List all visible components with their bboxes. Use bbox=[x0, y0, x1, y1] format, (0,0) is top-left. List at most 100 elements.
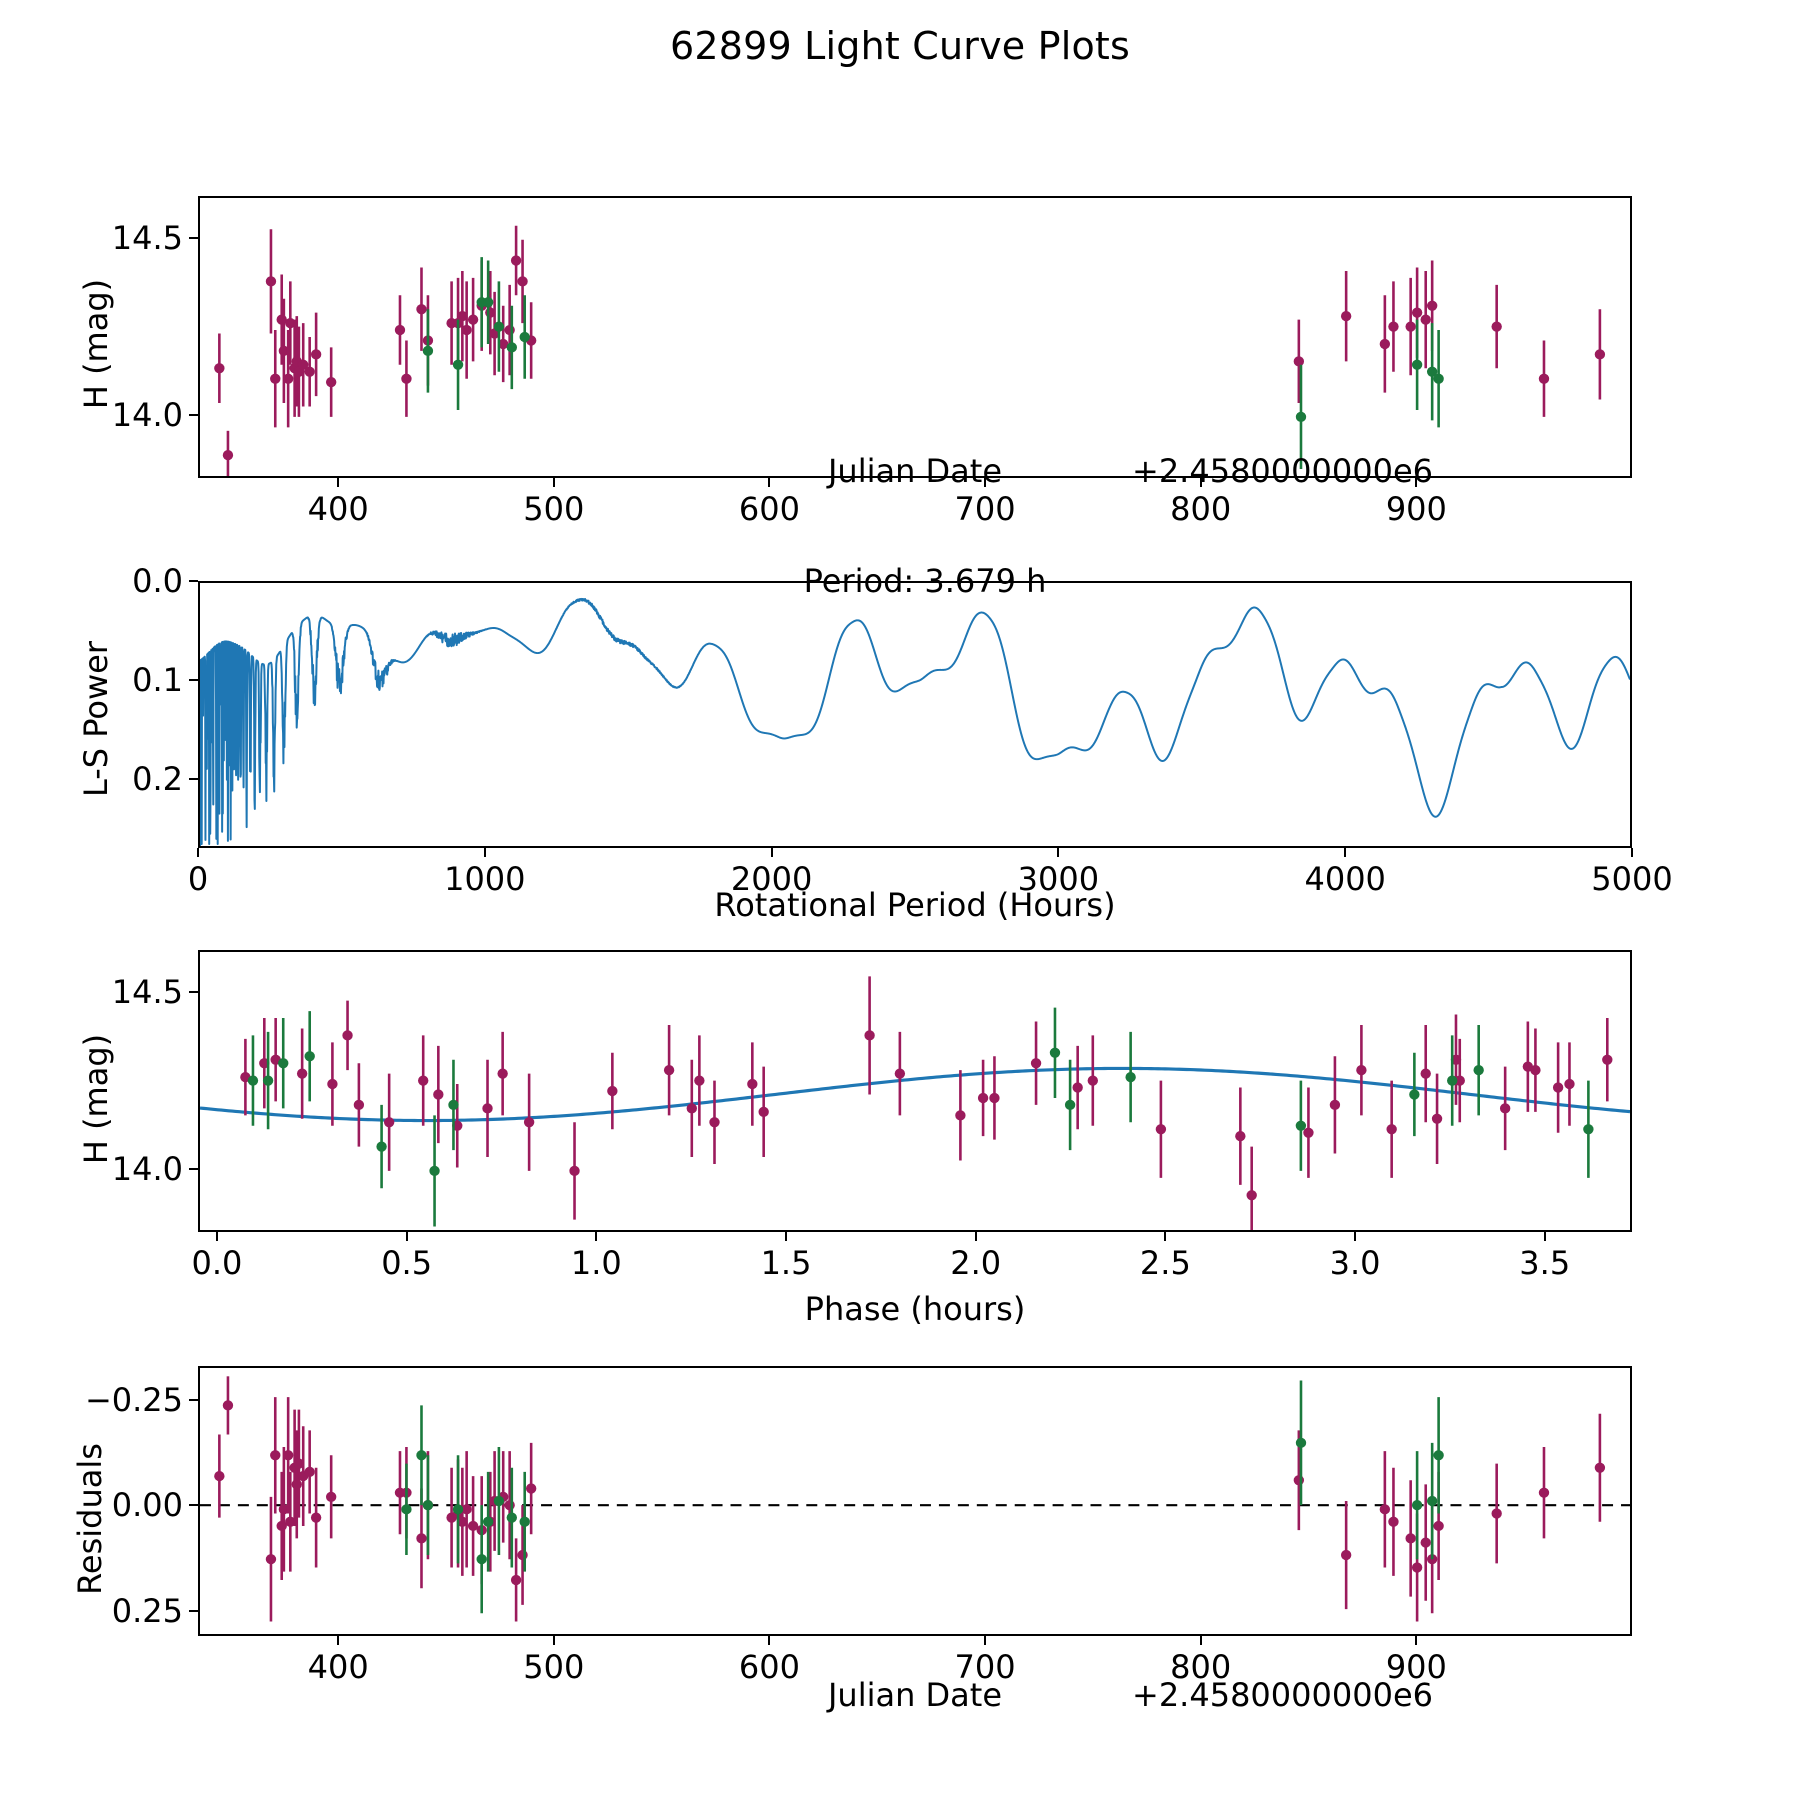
data-point bbox=[497, 1068, 508, 1079]
y-tick-mark bbox=[189, 678, 198, 681]
data-point bbox=[1433, 1520, 1444, 1532]
data-point bbox=[304, 366, 315, 377]
data-point bbox=[686, 1103, 697, 1114]
x-tick-label: 400 bbox=[307, 1648, 369, 1686]
y-tick-mark bbox=[189, 1609, 198, 1612]
x-tick-mark bbox=[1199, 1636, 1202, 1645]
data-point bbox=[214, 1470, 225, 1482]
data-point bbox=[1583, 1124, 1594, 1135]
x-tick-label: 2000 bbox=[730, 860, 813, 898]
x-tick-label: 0.0 bbox=[191, 1244, 243, 1282]
residuals-axes bbox=[198, 1366, 1632, 1636]
data-point bbox=[1411, 307, 1423, 318]
data-point bbox=[270, 373, 281, 384]
data-point bbox=[1530, 1065, 1541, 1076]
x-tick-mark bbox=[1354, 1232, 1357, 1241]
data-point bbox=[989, 1092, 1000, 1104]
data-point bbox=[376, 1141, 387, 1152]
x-tick-mark bbox=[1543, 1232, 1546, 1241]
phase-folded-plot-area bbox=[200, 976, 1630, 1230]
data-point bbox=[894, 1068, 906, 1079]
data-point bbox=[510, 1574, 522, 1586]
data-point bbox=[1030, 1058, 1042, 1069]
y-tick-mark bbox=[189, 1504, 198, 1507]
x-tick-mark bbox=[1631, 848, 1633, 857]
data-point bbox=[1426, 1495, 1438, 1507]
x-tick-mark bbox=[974, 1232, 977, 1241]
data-point bbox=[525, 1483, 537, 1494]
data-point bbox=[383, 1117, 395, 1128]
data-point bbox=[476, 1554, 487, 1565]
data-point bbox=[1411, 359, 1423, 370]
y-tick-label: 14.0 bbox=[111, 395, 183, 434]
residuals-xlabel: Julian Date bbox=[827, 1676, 1003, 1714]
data-point bbox=[1087, 1075, 1098, 1086]
x-tick-label: 3000 bbox=[1017, 860, 1100, 898]
data-point bbox=[1379, 1504, 1391, 1515]
data-point bbox=[1246, 1190, 1257, 1201]
x-tick-mark bbox=[215, 1232, 218, 1241]
x-tick-mark bbox=[483, 848, 486, 857]
data-point bbox=[429, 1165, 440, 1177]
y-tick-mark bbox=[189, 580, 198, 582]
data-point bbox=[285, 1516, 296, 1527]
x-tick-label: 600 bbox=[738, 490, 800, 528]
y-tick-label: −0.25 bbox=[84, 1380, 183, 1419]
x-tick-mark bbox=[1344, 848, 1347, 857]
data-point bbox=[1602, 1054, 1613, 1065]
data-point bbox=[519, 331, 530, 343]
data-point bbox=[401, 373, 412, 384]
data-point bbox=[1405, 321, 1416, 332]
data-point bbox=[214, 363, 225, 374]
x-tick-label: 3.0 bbox=[1329, 1244, 1381, 1282]
x-tick-label: 1.5 bbox=[760, 1244, 812, 1282]
y-tick-label: 0.0 bbox=[132, 562, 183, 600]
periodogram-ylabel: L-S Power bbox=[77, 640, 115, 798]
data-point bbox=[1386, 1124, 1397, 1135]
data-point bbox=[1356, 1065, 1367, 1076]
data-point bbox=[1426, 300, 1438, 311]
x-tick-label: 5000 bbox=[1591, 860, 1673, 898]
series-series_a bbox=[240, 976, 1613, 1230]
x-tick-mark bbox=[785, 1232, 788, 1241]
data-point bbox=[517, 1549, 528, 1561]
x-tick-mark bbox=[768, 1636, 771, 1645]
periodogram-plot-area bbox=[200, 597, 1630, 846]
data-point bbox=[452, 359, 464, 370]
data-point bbox=[327, 1078, 338, 1090]
x-tick-mark bbox=[770, 848, 773, 857]
y-tick-mark bbox=[189, 1398, 198, 1401]
x-tick-label: 2.5 bbox=[1139, 1244, 1191, 1282]
data-point bbox=[694, 1075, 705, 1086]
periodogram-xlabel: Rotational Period (Hours) bbox=[714, 886, 1116, 924]
data-point bbox=[1340, 1549, 1352, 1561]
x-tick-label: 700 bbox=[954, 490, 1016, 528]
periodogram-trace bbox=[200, 597, 1630, 846]
data-point bbox=[310, 1512, 322, 1523]
series-series_b bbox=[401, 1380, 1444, 1614]
x-tick-label: 500 bbox=[523, 490, 585, 528]
y-tick-mark bbox=[189, 991, 198, 994]
data-point bbox=[1295, 1437, 1307, 1448]
x-tick-label: 500 bbox=[523, 1648, 585, 1686]
data-point bbox=[1473, 1065, 1484, 1076]
data-point bbox=[523, 1117, 535, 1128]
y-tick-mark bbox=[189, 1167, 198, 1170]
data-point bbox=[1329, 1099, 1341, 1111]
data-point bbox=[304, 1051, 315, 1062]
x-tick-mark bbox=[337, 478, 340, 487]
data-point bbox=[418, 1075, 429, 1086]
x-tick-label: 900 bbox=[1385, 490, 1447, 528]
x-tick-mark bbox=[768, 478, 771, 487]
data-point bbox=[452, 1504, 464, 1515]
data-point bbox=[498, 338, 509, 350]
data-point bbox=[1431, 1113, 1443, 1124]
x-tick-mark bbox=[1415, 1636, 1418, 1645]
data-point bbox=[467, 1520, 479, 1532]
data-point bbox=[285, 317, 296, 329]
light-curve-axes bbox=[198, 196, 1632, 478]
data-point bbox=[247, 1075, 259, 1086]
data-point bbox=[864, 1030, 875, 1041]
data-point bbox=[270, 1450, 281, 1461]
light-curve-xlabel: Julian Date bbox=[827, 452, 1003, 490]
